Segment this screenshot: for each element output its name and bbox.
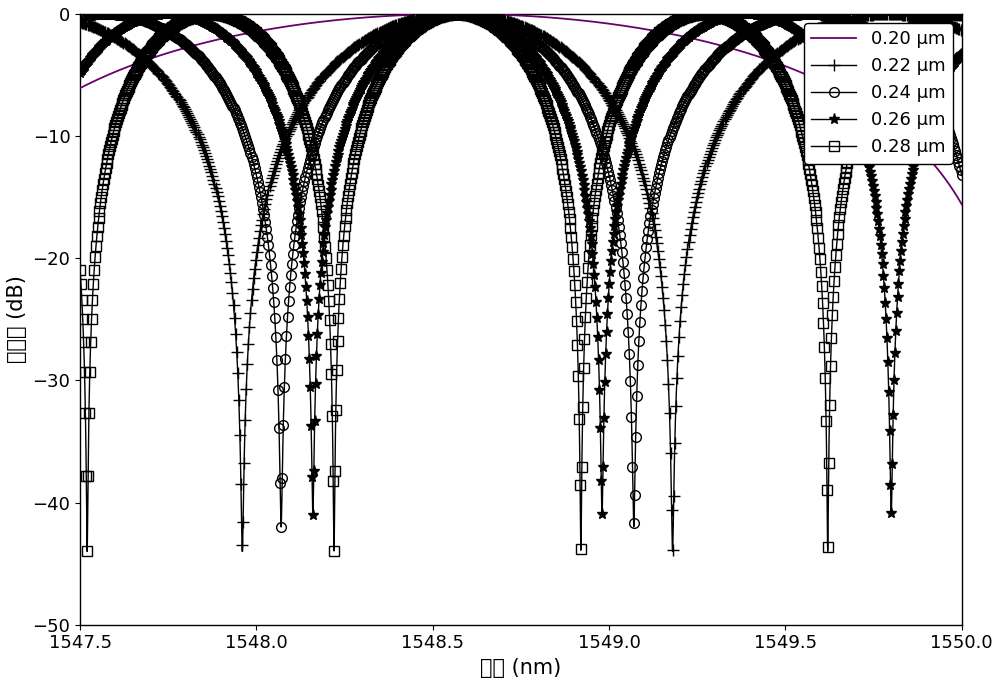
0.26 μm xyxy=(885,511,897,519)
0.22 μm xyxy=(648,220,660,228)
0.22 μm xyxy=(956,26,968,34)
0.22 μm xyxy=(882,10,894,18)
Legend: 0.20 μm, 0.22 μm, 0.24 μm, 0.26 μm, 0.28 μm: 0.20 μm, 0.22 μm, 0.24 μm, 0.26 μm, 0.28… xyxy=(804,23,953,164)
0.28 μm xyxy=(603,121,615,129)
0.22 μm xyxy=(74,18,86,26)
0.28 μm xyxy=(945,10,957,18)
0.20 μm xyxy=(799,70,811,78)
0.26 μm xyxy=(956,49,968,57)
0.26 μm xyxy=(411,21,423,29)
Line: 0.28 μm: 0.28 μm xyxy=(75,9,967,556)
0.24 μm xyxy=(956,171,968,179)
0.28 μm xyxy=(234,18,246,26)
0.24 μm xyxy=(275,523,287,531)
0.22 μm xyxy=(603,95,615,103)
0.22 μm xyxy=(234,445,246,453)
0.26 μm xyxy=(799,33,811,41)
0.24 μm xyxy=(74,12,86,21)
0.20 μm xyxy=(74,84,86,92)
0.28 μm xyxy=(732,20,744,28)
0.24 μm xyxy=(234,120,246,128)
0.20 μm xyxy=(603,20,615,28)
0.28 μm xyxy=(74,266,86,274)
0.26 μm xyxy=(648,77,660,85)
0.24 μm xyxy=(411,16,423,25)
Line: 0.24 μm: 0.24 μm xyxy=(75,9,967,532)
0.28 μm xyxy=(956,11,968,19)
0.24 μm xyxy=(799,10,811,18)
0.26 μm xyxy=(234,47,246,55)
Y-axis label: 透过率 (dB): 透过率 (dB) xyxy=(7,275,27,363)
0.22 μm xyxy=(236,547,248,556)
0.28 μm xyxy=(81,547,93,556)
X-axis label: 波长 (nm): 波长 (nm) xyxy=(480,658,562,678)
0.28 μm xyxy=(411,25,423,33)
0.20 μm xyxy=(956,200,968,208)
0.20 μm xyxy=(648,27,660,35)
0.22 μm xyxy=(411,14,423,23)
0.26 μm xyxy=(732,10,744,18)
0.24 μm xyxy=(99,10,111,18)
0.28 μm xyxy=(648,34,660,42)
0.20 μm xyxy=(732,46,744,54)
0.20 μm xyxy=(234,31,246,39)
0.26 μm xyxy=(603,283,615,291)
0.22 μm xyxy=(732,92,744,100)
0.22 μm xyxy=(799,30,811,38)
Line: 0.26 μm: 0.26 μm xyxy=(75,8,967,521)
0.26 μm xyxy=(162,10,174,18)
0.24 μm xyxy=(603,172,615,180)
0.20 μm xyxy=(411,10,423,18)
0.24 μm xyxy=(648,193,660,201)
0.20 μm xyxy=(452,10,464,18)
Line: 0.20 μm: 0.20 μm xyxy=(80,14,962,204)
Line: 0.22 μm: 0.22 μm xyxy=(75,8,967,557)
0.26 μm xyxy=(74,68,86,77)
0.28 μm xyxy=(799,143,811,151)
0.24 μm xyxy=(732,33,744,41)
